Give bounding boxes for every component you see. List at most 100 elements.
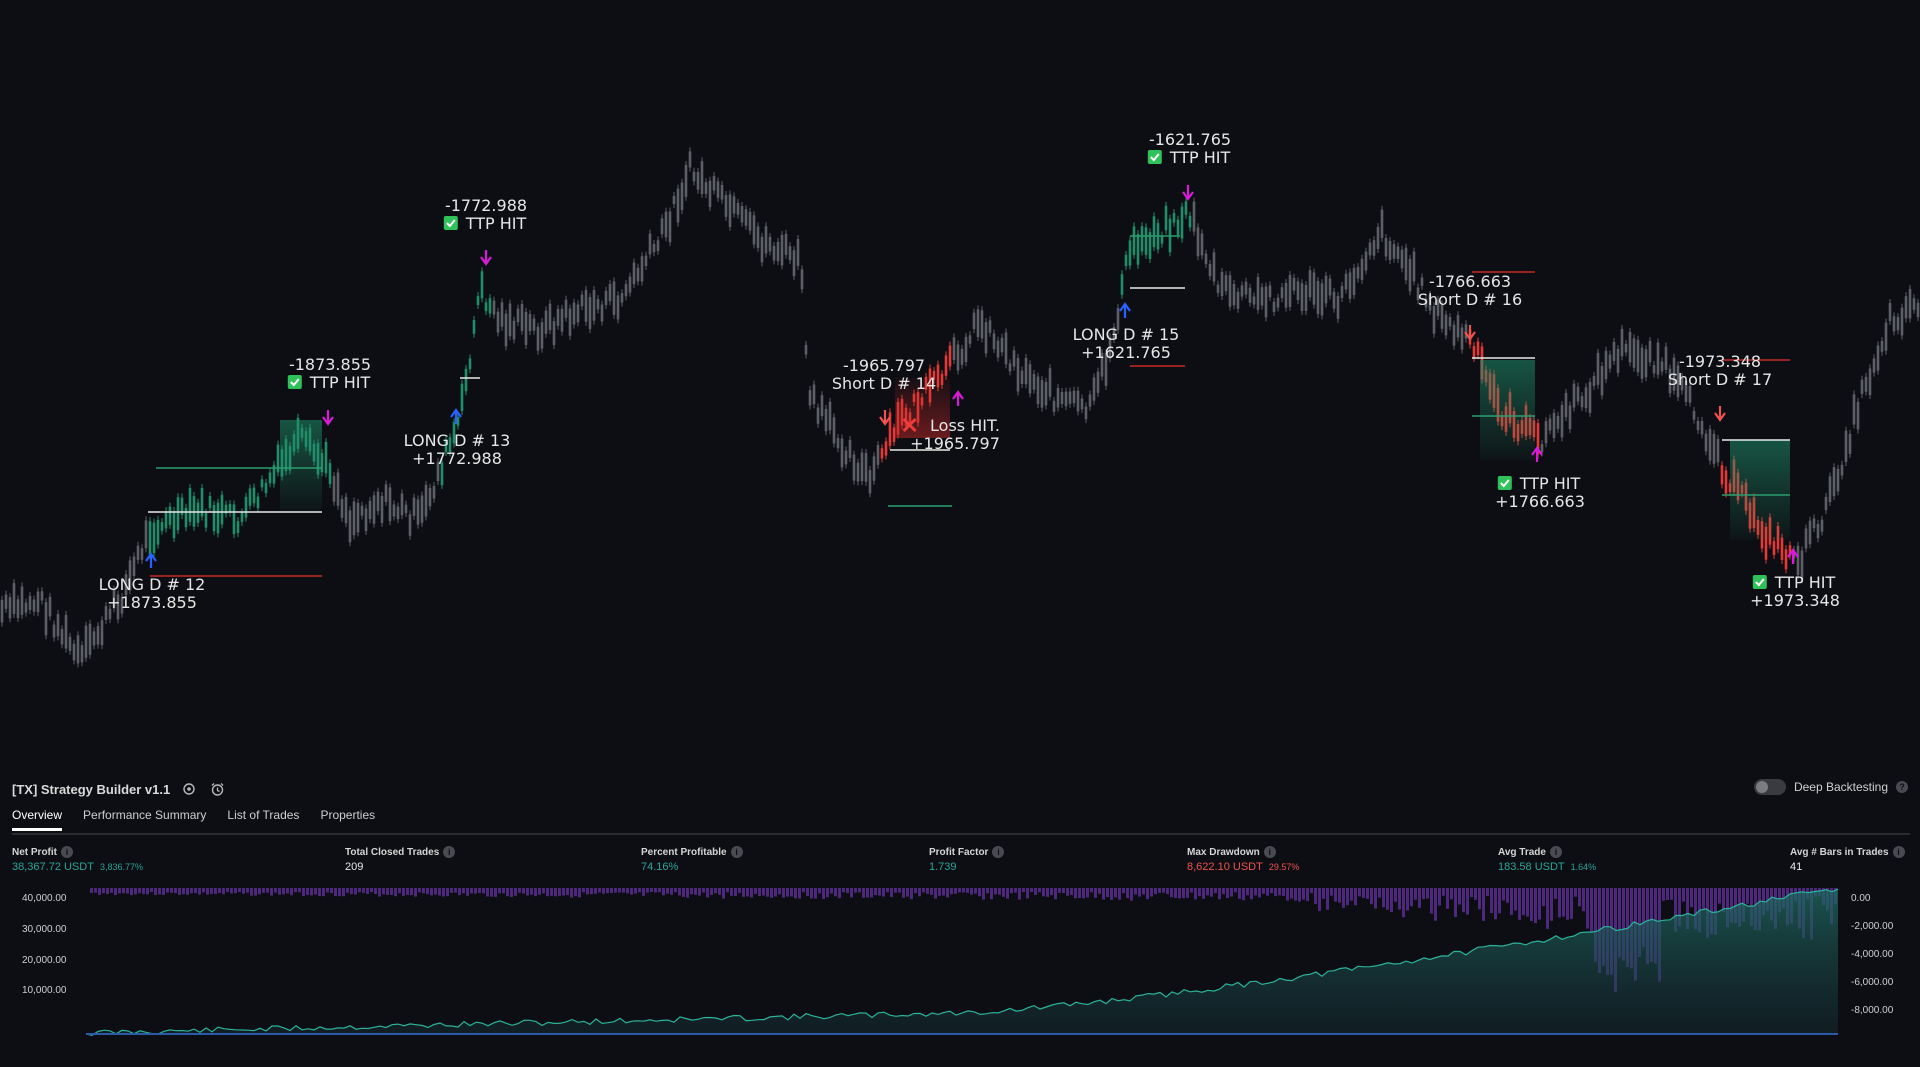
candle-body <box>1316 280 1320 315</box>
candle-body <box>1668 368 1672 394</box>
candle-body <box>812 384 816 405</box>
drawdown-bar <box>598 888 601 893</box>
right-axis-tick: 0.00 <box>1851 893 1871 904</box>
drawdown-bar <box>902 888 905 898</box>
deep-backtesting-toggle[interactable] <box>1753 779 1786 795</box>
drawdown-bar <box>726 888 729 893</box>
metric-label: Total Closed Trades <box>345 846 440 858</box>
drawdown-bar <box>334 888 337 897</box>
candle-body <box>1360 258 1364 280</box>
drawdown-bar <box>906 888 909 897</box>
arrow-up-icon <box>145 552 157 568</box>
metric-value: 209 <box>345 861 364 873</box>
drawdown-bar <box>238 888 241 893</box>
drawdown-bar <box>986 888 989 894</box>
info-icon[interactable]: i <box>1263 846 1276 858</box>
drawdown-bar <box>666 888 669 894</box>
info-icon[interactable]: i <box>730 846 743 858</box>
check-icon <box>1147 150 1162 164</box>
candle-body <box>1784 549 1788 570</box>
drawdown-bar <box>250 888 253 896</box>
drawdown-bar <box>486 888 489 897</box>
drawdown-bar <box>394 888 397 897</box>
candle-body <box>648 233 652 255</box>
candle-body <box>508 303 512 337</box>
candle-body <box>1196 227 1200 257</box>
drawdown-bar <box>1718 888 1721 904</box>
drawdown-bar <box>1354 888 1357 906</box>
tab-properties[interactable]: Properties <box>320 808 376 822</box>
tab-overview[interactable]: Overview <box>12 808 63 831</box>
drawdown-bar <box>170 888 173 893</box>
candle-body <box>1644 349 1648 378</box>
drawdown-bar <box>662 888 665 896</box>
drawdown-bar <box>1338 888 1341 903</box>
drawdown-bar <box>1030 888 1033 893</box>
trade-annotation-text: -1965.797 <box>843 356 925 375</box>
tab-performance-summary[interactable]: Performance Summary <box>83 808 207 822</box>
drawdown-bar <box>634 888 637 894</box>
candle-body <box>520 304 524 331</box>
equity-drawdown-chart[interactable]: 40,000.00 30,000.00 20,000.00 10,000.00 … <box>0 885 1920 1067</box>
candle-body <box>956 344 960 371</box>
candle-body <box>660 218 664 235</box>
drawdown-bar <box>230 888 233 894</box>
info-icon[interactable]: i <box>1892 846 1905 858</box>
drawdown-bar <box>762 888 765 896</box>
drawdown-bar <box>826 888 829 898</box>
candle-body <box>1896 317 1900 331</box>
drawdown-bar <box>1286 888 1289 901</box>
candle-body <box>456 416 460 426</box>
candle-body <box>580 294 584 307</box>
info-icon[interactable]: i <box>992 846 1005 858</box>
drawdown-bar <box>990 888 993 900</box>
drawdown-bar <box>630 888 633 895</box>
drawdown-bar <box>1586 888 1589 929</box>
candle-body <box>1112 327 1116 339</box>
drawdown-bar <box>1374 888 1377 909</box>
drawdown-bar <box>1014 888 1017 893</box>
drawdown-bar <box>1514 888 1517 911</box>
drawdown-bar <box>1670 888 1673 900</box>
candle-body <box>140 548 144 560</box>
info-icon[interactable]: i <box>61 846 73 858</box>
candle-body <box>1556 415 1560 429</box>
info-icon[interactable]: i <box>1549 846 1562 858</box>
drawdown-bar <box>886 888 889 893</box>
alarm-clock-icon[interactable] <box>208 780 226 798</box>
drawdown-bar <box>1666 888 1669 901</box>
tab-list-of-trades[interactable]: List of Trades <box>227 808 300 822</box>
candle-body <box>1828 476 1832 502</box>
drawdown-bar <box>102 888 105 894</box>
drawdown-bar <box>958 888 961 893</box>
drawdown-bar <box>1578 888 1581 907</box>
candle-body <box>700 161 704 194</box>
strategy-tester-panel: [TX] Strategy Builder v1.1 Deep Backtest… <box>0 765 1920 1067</box>
candle-body <box>1120 274 1124 295</box>
drawdown-bar <box>318 888 321 897</box>
candle-body <box>1076 390 1080 412</box>
drawdown-bar <box>194 888 197 894</box>
info-icon[interactable]: i <box>443 846 456 858</box>
drawdown-bar <box>1474 888 1477 900</box>
candle-body <box>1916 302 1920 318</box>
drawdown-bar <box>954 888 957 894</box>
drawdown-bar <box>1390 888 1393 913</box>
settings-icon[interactable] <box>180 780 198 798</box>
help-icon[interactable]: ? <box>1896 781 1908 793</box>
candle-body <box>868 469 872 494</box>
candle-body <box>1212 252 1216 282</box>
drawdown-bar <box>734 888 737 896</box>
drawdown-bar <box>1558 888 1561 918</box>
drawdown-bar <box>1134 888 1137 895</box>
drawdown-bar <box>538 888 541 895</box>
candle-body <box>1176 219 1180 235</box>
drawdown-bar <box>718 888 721 895</box>
candle-body <box>348 510 352 543</box>
candle-body <box>988 320 992 333</box>
candle-body <box>1020 370 1024 384</box>
drawdown-bar <box>114 888 117 896</box>
arrow-down-icon <box>322 410 334 426</box>
candle-body <box>428 488 432 507</box>
